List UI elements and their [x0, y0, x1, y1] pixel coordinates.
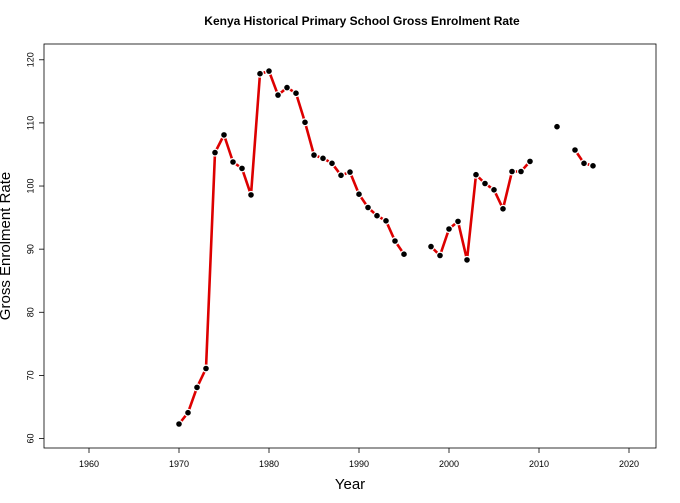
- data-point: [265, 67, 274, 76]
- x-tick-label: 2020: [619, 459, 639, 469]
- plot-frame: [43, 43, 657, 449]
- data-point: [400, 250, 409, 259]
- y-tick-label: 120: [25, 52, 35, 67]
- data-point: [292, 89, 301, 98]
- data-point: [310, 151, 319, 160]
- data-point: [337, 171, 346, 180]
- data-point: [220, 130, 229, 139]
- data-point: [472, 170, 481, 179]
- data-point: [516, 167, 525, 176]
- data-point: [373, 211, 382, 220]
- data-point: [184, 408, 193, 417]
- data-point: [256, 69, 265, 78]
- data-point: [346, 168, 355, 177]
- data-point: [319, 154, 328, 163]
- data-point: [274, 91, 283, 100]
- x-tick-label: 1980: [259, 459, 279, 469]
- data-point: [463, 255, 472, 264]
- data-point: [175, 420, 184, 429]
- data-point: [436, 251, 445, 260]
- y-tick-label: 70: [25, 370, 35, 380]
- data-point: [499, 204, 508, 213]
- data-point: [193, 383, 202, 392]
- data-point: [445, 225, 454, 234]
- data-point: [328, 159, 337, 168]
- data-point: [301, 118, 310, 127]
- y-axis: 60 70 80 90 100 110 120: [25, 52, 44, 444]
- x-axis-label: Year: [335, 476, 365, 493]
- y-tick-label: 80: [25, 307, 35, 317]
- data-point: [391, 237, 400, 246]
- x-tick-label: 1990: [349, 459, 369, 469]
- data-point: [382, 216, 391, 225]
- data-point: [552, 122, 561, 131]
- data-point: [229, 158, 238, 167]
- series-line: [177, 69, 594, 425]
- series-line-segment: [430, 160, 531, 262]
- y-tick-label: 90: [25, 244, 35, 254]
- series-points: [175, 67, 597, 429]
- x-tick-label: 1960: [79, 459, 99, 469]
- x-tick-label: 1970: [169, 459, 189, 469]
- series-line-segment: [177, 69, 406, 425]
- data-point: [238, 164, 247, 173]
- y-tick-label: 110: [25, 116, 35, 130]
- x-tick-label: 2000: [439, 459, 459, 469]
- data-point: [355, 190, 364, 199]
- data-point: [588, 161, 597, 170]
- data-point: [364, 203, 373, 212]
- data-point: [508, 167, 517, 176]
- data-point: [454, 217, 463, 226]
- y-tick-label: 100: [25, 179, 35, 194]
- data-point: [427, 242, 436, 251]
- y-tick-label: 60: [25, 434, 35, 444]
- y-axis-label: Gross Enrolment Rate: [0, 172, 14, 320]
- data-point: [570, 146, 579, 155]
- data-point: [202, 364, 211, 373]
- x-tick-label: 2010: [529, 459, 549, 469]
- data-point: [579, 159, 588, 168]
- data-point: [481, 179, 490, 188]
- data-point: [247, 190, 256, 199]
- data-point: [211, 148, 220, 157]
- data-point: [525, 157, 534, 166]
- x-axis: 1960 1970 1980 1990 2000 2010 2020: [79, 448, 639, 469]
- chart-title: Kenya Historical Primary School Gross En…: [204, 14, 520, 28]
- data-point: [283, 83, 292, 92]
- data-point: [490, 185, 499, 194]
